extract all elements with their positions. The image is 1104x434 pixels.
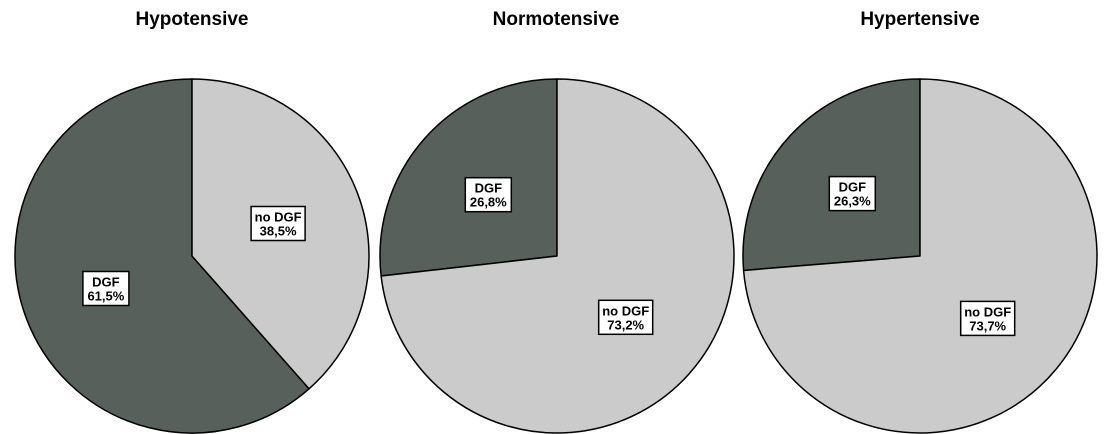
- slice-label-box-no-dgf-1: [597, 299, 654, 336]
- slice-label-name-no-dgf-1: no DGF: [602, 303, 649, 318]
- slice-label-box-dgf-2: [828, 175, 877, 212]
- chart-title-hypotensive: Hypotensive: [135, 9, 249, 30]
- chart-title-hypertensive: Hypertensive: [860, 9, 980, 30]
- slice-label-box-no-dgf-0: [250, 205, 306, 242]
- slice-label-name-dgf-0: DGF: [92, 275, 120, 290]
- slice-label-value-dgf-1: 26,8%: [470, 195, 507, 210]
- slice-label-box-dgf-1: [464, 176, 513, 213]
- pie-slice-dgf-2: [742, 78, 921, 272]
- slice-label-name-dgf-1: DGF: [475, 181, 503, 196]
- slice-label-name-no-dgf-2: no DGF: [964, 304, 1011, 319]
- pie-slice-no-dgf-2: [742, 78, 1098, 434]
- slice-label-value-no-dgf-1: 73,2%: [607, 317, 644, 332]
- slice-label-value-dgf-2: 26,3%: [834, 194, 871, 209]
- slice-label-value-no-dgf-2: 73,7%: [969, 318, 1006, 333]
- slice-label-name-dgf-2: DGF: [839, 180, 867, 195]
- chart-title-normotensive: Normotensive: [492, 9, 620, 30]
- slice-label-box-dgf-0: [82, 270, 130, 307]
- pie-slice-dgf-0: [14, 78, 310, 434]
- slice-label-value-dgf-0: 61,5%: [87, 289, 124, 304]
- slice-label-name-no-dgf-0: no DGF: [255, 210, 302, 225]
- pie-slice-no-dgf-1: [380, 78, 735, 434]
- slice-label-box-no-dgf-2: [959, 300, 1016, 337]
- slice-label-value-no-dgf-0: 38,5%: [260, 224, 297, 239]
